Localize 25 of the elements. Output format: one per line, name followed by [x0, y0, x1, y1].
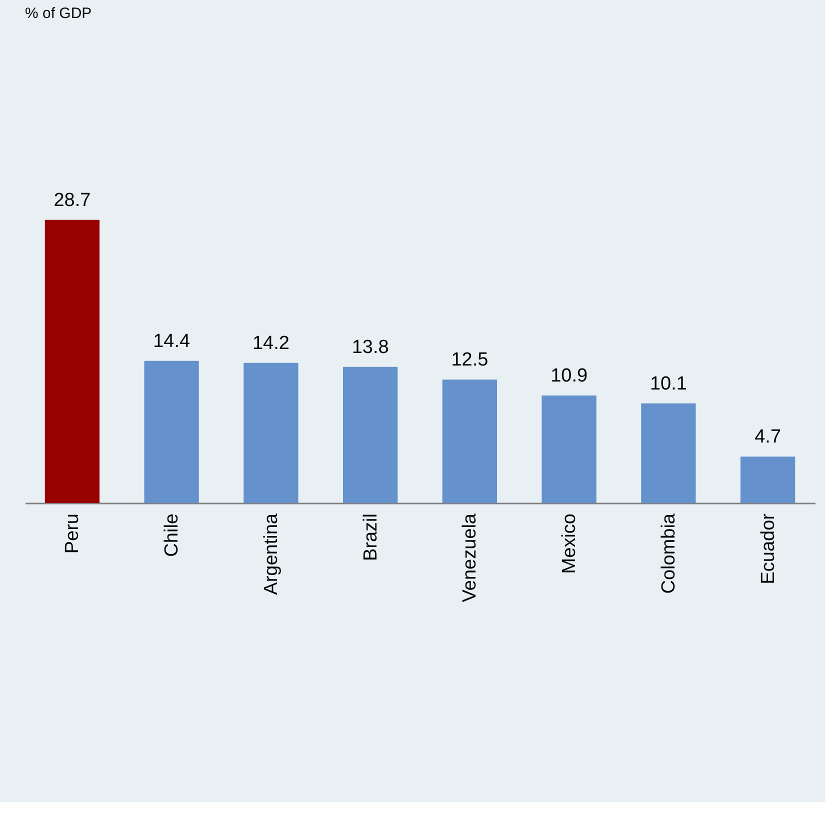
data-label: 14.4 [153, 330, 190, 352]
x-tick-label: Brazil [360, 514, 382, 562]
x-tick-label: Mexico [559, 514, 580, 574]
x-tick-label: Argentina [260, 513, 282, 595]
x-tick-label: Venezuela [460, 513, 481, 602]
data-label: 10.1 [650, 373, 687, 394]
data-label: 28.7 [54, 190, 91, 211]
x-tick-label: Colombia [658, 513, 680, 594]
x-tick-label: Chile [162, 514, 183, 557]
bar [442, 380, 498, 503]
x-tick-label: Peru [62, 514, 84, 554]
data-label: 13.8 [352, 336, 389, 358]
bar [641, 403, 696, 503]
bar [244, 362, 298, 503]
text: % of GDP [25, 4, 92, 22]
bar [44, 220, 100, 503]
bar [542, 395, 596, 503]
data-label: 10.9 [550, 365, 588, 386]
x-tick-label: Ecuador [758, 512, 779, 584]
bar [144, 360, 199, 503]
data-label: 14.2 [252, 332, 290, 354]
bar [342, 366, 398, 503]
bar [740, 456, 796, 503]
data-label: 4.7 [754, 426, 782, 448]
data-label: 12.5 [451, 350, 488, 371]
